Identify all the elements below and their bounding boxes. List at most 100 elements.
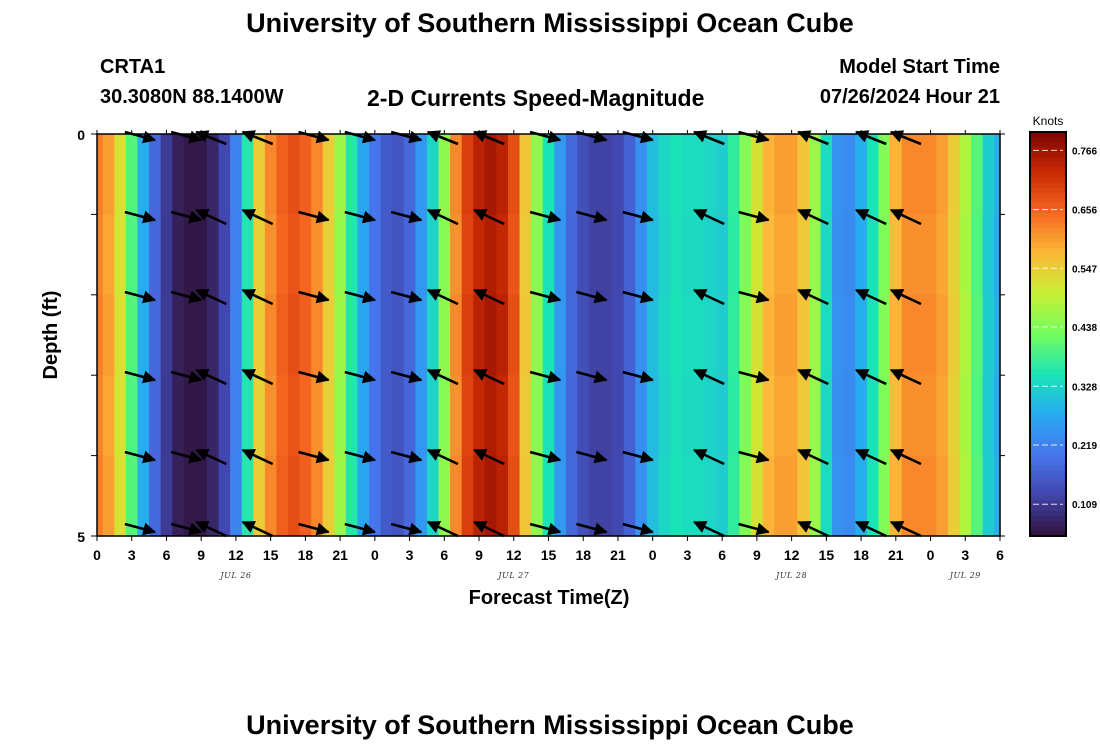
heatmap-cell xyxy=(947,375,961,457)
x-tick-label: 18 xyxy=(853,547,869,563)
heatmap-cell xyxy=(646,375,660,457)
heatmap-cell xyxy=(369,294,382,376)
heatmap-cell xyxy=(149,134,162,215)
colorbar-segment xyxy=(1030,182,1066,189)
heatmap-cell xyxy=(739,214,752,296)
date-label: JUL 27 xyxy=(496,571,529,580)
heatmap-cell xyxy=(994,375,1001,457)
colorbar-frame xyxy=(1029,131,1067,537)
heatmap-cell xyxy=(820,214,833,296)
heatmap-cell xyxy=(450,455,463,537)
colorbar-segment xyxy=(1030,328,1066,335)
heatmap-cell xyxy=(519,294,532,376)
x-tick-label: 0 xyxy=(93,547,101,563)
current-arrow xyxy=(390,450,423,464)
heatmap-cell xyxy=(577,214,590,296)
x-axis: 0 3 6 9 12 15 18 21 0 3 6 9 12 15 18 21 0 3 6 9 12 15 18 21 0 3 6 J… xyxy=(93,130,1004,580)
heatmap-cell xyxy=(565,455,579,537)
date-label: JUL 29 xyxy=(948,571,981,580)
colorbar-segment xyxy=(1030,530,1066,537)
colorbar-tick-label: 0.438 xyxy=(1072,323,1097,334)
heatmap-cell xyxy=(264,375,278,457)
heatmap-cell xyxy=(276,294,289,376)
colorbar-segment xyxy=(1030,394,1066,401)
heatmap-cell xyxy=(241,134,254,215)
heatmap-cell xyxy=(670,294,683,376)
heatmap-cell xyxy=(994,214,1001,296)
y-tick-label: 0 xyxy=(77,127,85,143)
heatmap-cell xyxy=(623,455,636,537)
current-arrow xyxy=(390,522,423,536)
heatmap-cell xyxy=(97,375,104,457)
heatmap-cell xyxy=(762,214,775,296)
heatmap-cell xyxy=(866,214,880,296)
colorbar-segment xyxy=(1030,435,1066,441)
heatmap-cell xyxy=(832,455,845,537)
current-arrow xyxy=(390,290,423,304)
heatmap-cell xyxy=(183,294,197,376)
current-arrow xyxy=(797,368,829,386)
heatmap-cell xyxy=(554,455,567,537)
colorbar-segment xyxy=(1030,248,1066,254)
colorbar-segment xyxy=(1030,207,1066,214)
heatmap-cell xyxy=(114,455,127,537)
heatmap-cell xyxy=(137,134,150,215)
heatmap-cell xyxy=(612,214,625,296)
heatmap-cell xyxy=(345,214,359,296)
heatmap-cell xyxy=(461,134,474,215)
current-arrow xyxy=(473,520,505,538)
heatmap-cell xyxy=(612,134,625,215)
heatmap-cell xyxy=(206,375,220,457)
heatmap-cell xyxy=(507,214,521,296)
heatmap-cell xyxy=(936,214,949,296)
heatmap-cell xyxy=(739,375,752,457)
heatmap-cell xyxy=(901,375,914,457)
heatmap-cell xyxy=(507,455,521,537)
heatmap-cell xyxy=(832,375,845,457)
heatmap-cell xyxy=(855,294,868,376)
heatmap-cell xyxy=(542,375,555,457)
heatmap-cell xyxy=(380,214,393,296)
heatmap-cell xyxy=(253,375,266,457)
current-arrow xyxy=(195,520,227,538)
heatmap-cell xyxy=(797,455,810,537)
heatmap-cell xyxy=(947,134,961,215)
heatmap-cell xyxy=(901,214,914,296)
heatmap-cell xyxy=(426,214,440,296)
colorbar-segment xyxy=(1030,389,1066,396)
colorbar-segment xyxy=(1030,429,1066,436)
heatmap-cell xyxy=(322,214,335,296)
heatmap-cell xyxy=(392,294,405,376)
colorbar-segment xyxy=(1030,369,1066,375)
heatmap-cell xyxy=(519,134,532,215)
heatmap-cell xyxy=(542,455,555,537)
colorbar-segment xyxy=(1030,470,1066,476)
colorbar-segment xyxy=(1030,238,1066,244)
heatmap-cell xyxy=(982,134,995,215)
colorbar-segment xyxy=(1030,137,1066,143)
heatmap-cell xyxy=(832,134,845,215)
current-arrow xyxy=(426,288,459,306)
heatmap-cell xyxy=(357,455,370,537)
heatmap-cell xyxy=(195,294,208,376)
x-tick-label: 21 xyxy=(332,547,348,563)
heatmap-cell xyxy=(774,134,787,215)
current-arrow xyxy=(241,288,274,306)
heatmap-cell xyxy=(403,134,416,215)
heatmap-cell xyxy=(438,134,451,215)
heatmap-cell xyxy=(531,375,544,457)
heatmap-cell xyxy=(183,134,197,215)
current-arrow xyxy=(576,290,608,304)
current-arrow xyxy=(622,210,654,224)
heatmap-cell xyxy=(403,214,416,296)
colorbar-segment xyxy=(1030,339,1066,345)
heatmap-cell xyxy=(704,294,717,376)
x-tick-label: 15 xyxy=(263,547,279,563)
heatmap-cell xyxy=(681,375,694,457)
heatmap-cell xyxy=(820,134,833,215)
heatmap-cell xyxy=(334,294,347,376)
heatmap-cell xyxy=(230,294,243,376)
colorbar-segment xyxy=(1030,510,1066,517)
heatmap-cell xyxy=(554,294,567,376)
heatmap-cell xyxy=(971,134,984,215)
